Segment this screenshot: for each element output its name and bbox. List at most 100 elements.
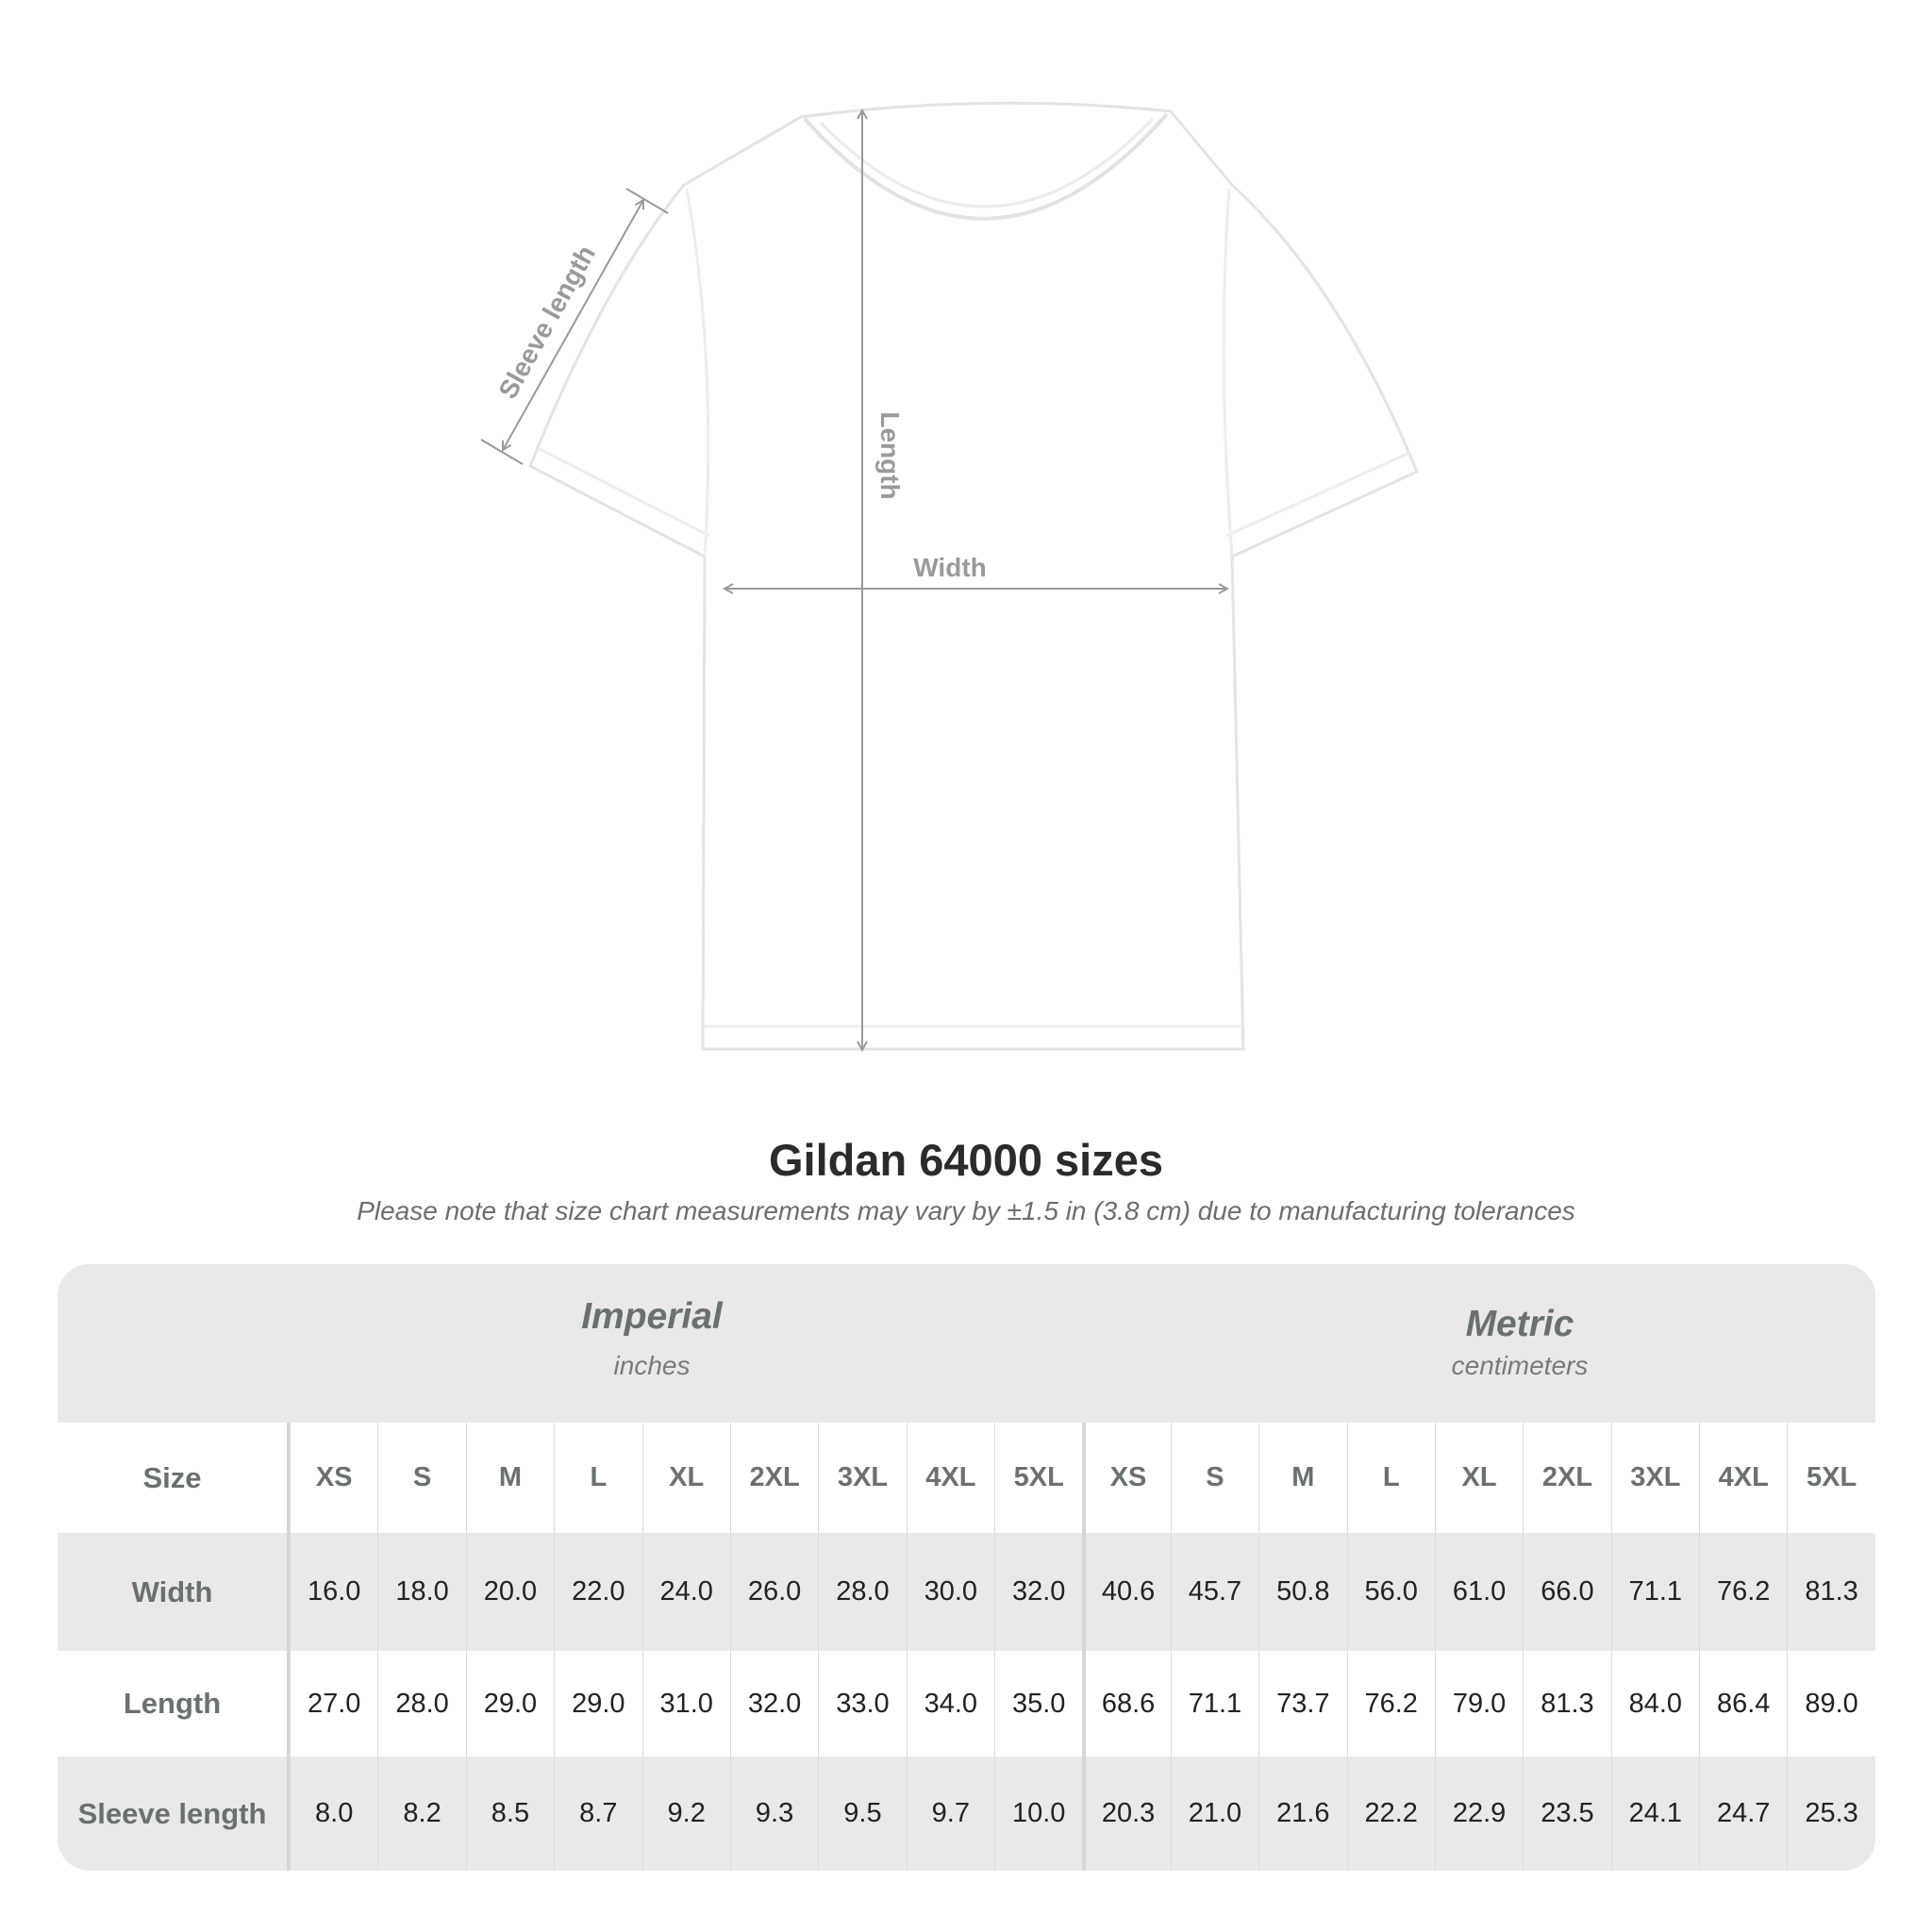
row-label: Length — [58, 1651, 290, 1757]
imperial-value: 32.0 — [994, 1533, 1082, 1651]
sleeve-seam-right — [1222, 188, 1234, 558]
metric-title: Metric — [1465, 1304, 1574, 1344]
metric-value: 81.3 — [1523, 1651, 1610, 1757]
imperial-size-xs: XS — [290, 1423, 377, 1533]
metric-header: Metric centimeters — [1359, 1304, 1680, 1381]
imperial-value: 28.0 — [377, 1651, 465, 1757]
metric-size-xs: XS — [1082, 1423, 1170, 1533]
metric-value: 84.0 — [1610, 1651, 1699, 1757]
sleeve-seam-left — [685, 188, 710, 558]
metric-value: 61.0 — [1434, 1533, 1523, 1651]
width-label: Width — [913, 553, 987, 582]
imperial-value: 29.0 — [465, 1651, 554, 1757]
imperial-value: 30.0 — [906, 1533, 994, 1651]
metric-value: 24.1 — [1610, 1757, 1699, 1871]
metric-size-xl: XL — [1434, 1423, 1523, 1533]
sleeve-arrow — [503, 200, 643, 450]
metric-value: 66.0 — [1523, 1533, 1610, 1651]
imperial-size-3xl: 3XL — [818, 1423, 906, 1533]
table-row: Width 16.0 18.0 20.0 22.0 24.0 26.0 28.0 30.0 32.… — [58, 1533, 1875, 1651]
imperial-value: 10.0 — [994, 1757, 1082, 1871]
imperial-value: 20.0 — [465, 1533, 554, 1651]
imperial-value: 16.0 — [290, 1533, 377, 1651]
imperial-size-2xl: 2XL — [729, 1423, 818, 1533]
metric-size-l: L — [1346, 1423, 1435, 1533]
metric-value: 22.9 — [1434, 1757, 1523, 1871]
imperial-value: 9.5 — [818, 1757, 906, 1871]
metric-value: 21.0 — [1170, 1757, 1258, 1871]
imperial-value: 9.3 — [729, 1757, 818, 1871]
metric-value: 68.6 — [1082, 1651, 1170, 1757]
imperial-value: 24.0 — [641, 1533, 730, 1651]
table-header: Imperial inches Metric centimeters — [58, 1264, 1875, 1423]
imperial-size-4xl: 4XL — [906, 1423, 994, 1533]
imperial-value: 26.0 — [729, 1533, 818, 1651]
size-label: Size — [58, 1423, 290, 1533]
metric-value: 76.2 — [1699, 1533, 1787, 1651]
metric-value: 45.7 — [1170, 1533, 1258, 1651]
metric-value: 23.5 — [1523, 1757, 1610, 1871]
page-title: Gildan 64000 sizes — [768, 1135, 1164, 1185]
imperial-value: 8.2 — [377, 1757, 465, 1871]
metric-value: 50.8 — [1258, 1533, 1346, 1651]
metric-size-m: M — [1258, 1423, 1346, 1533]
metric-value: 25.3 — [1787, 1757, 1874, 1871]
metric-value: 79.0 — [1434, 1651, 1523, 1757]
metric-value: 81.3 — [1787, 1533, 1874, 1651]
metric-size-5xl: 5XL — [1787, 1423, 1874, 1533]
metric-unit: centimeters — [1451, 1351, 1589, 1380]
size-table: Imperial inches Metric centimeters Size X… — [58, 1264, 1875, 1871]
imperial-value: 18.0 — [377, 1533, 465, 1651]
imperial-header: Imperial inches — [491, 1296, 812, 1381]
imperial-value: 9.2 — [641, 1757, 730, 1871]
tshirt-diagram: Width Length Sleeve length — [480, 101, 1419, 1094]
metric-value: 56.0 — [1346, 1533, 1435, 1651]
metric-value: 21.6 — [1258, 1757, 1346, 1871]
imperial-value: 33.0 — [818, 1651, 906, 1757]
metric-size-2xl: 2XL — [1523, 1423, 1610, 1533]
metric-value: 20.3 — [1082, 1757, 1170, 1871]
metric-value: 40.6 — [1082, 1533, 1170, 1651]
imperial-value: 8.5 — [465, 1757, 554, 1871]
imperial-value: 8.7 — [554, 1757, 641, 1871]
metric-value: 22.2 — [1346, 1757, 1435, 1871]
imperial-size-s: S — [377, 1423, 465, 1533]
metric-value: 89.0 — [1787, 1651, 1874, 1757]
imperial-unit: inches — [613, 1351, 691, 1380]
length-label: Length — [875, 411, 905, 499]
metric-value: 71.1 — [1610, 1533, 1699, 1651]
imperial-value: 32.0 — [729, 1651, 818, 1757]
imperial-value: 35.0 — [994, 1651, 1082, 1757]
size-header-row: Size XS S M L XL 2XL 3XL 4XL 5XL XS S M L XL 2XL 3XL 4XL 5… — [58, 1423, 1875, 1533]
imperial-value: 34.0 — [906, 1651, 994, 1757]
table-row: Sleeve length 8.0 8.2 8.5 8.7 9.2 9.3 9.5 9.7 10.… — [58, 1757, 1875, 1871]
table-row: Length 27.0 28.0 29.0 29.0 31.0 32.0 33.0 34.0 35… — [58, 1651, 1875, 1757]
sleeve-tick-top — [625, 188, 669, 214]
imperial-size-xl: XL — [641, 1423, 730, 1533]
imperial-value: 28.0 — [818, 1533, 906, 1651]
imperial-value: 8.0 — [290, 1757, 377, 1871]
imperial-size-m: M — [465, 1423, 554, 1533]
imperial-title: Imperial — [581, 1296, 723, 1337]
metric-size-4xl: 4XL — [1699, 1423, 1787, 1533]
row-label: Width — [58, 1533, 290, 1651]
sleeve-hem-right — [1225, 451, 1410, 538]
imperial-size-l: L — [554, 1423, 641, 1533]
tshirt-collar — [803, 112, 1169, 221]
metric-value: 76.2 — [1346, 1651, 1435, 1757]
metric-value: 71.1 — [1170, 1651, 1258, 1757]
row-label: Sleeve length — [58, 1757, 290, 1871]
imperial-size-5xl: 5XL — [994, 1423, 1082, 1533]
tolerance-note: Please note that size chart measurements… — [357, 1196, 1575, 1225]
metric-value: 24.7 — [1699, 1757, 1787, 1871]
metric-value: 73.7 — [1258, 1651, 1346, 1757]
sleeve-tick-bottom — [480, 439, 524, 465]
metric-value: 86.4 — [1699, 1651, 1787, 1757]
imperial-value: 31.0 — [641, 1651, 730, 1757]
sleeve-hem-left — [537, 446, 710, 538]
imperial-value: 9.7 — [906, 1757, 994, 1871]
imperial-value: 29.0 — [554, 1651, 641, 1757]
imperial-value: 27.0 — [290, 1651, 377, 1757]
metric-size-3xl: 3XL — [1610, 1423, 1699, 1533]
imperial-value: 22.0 — [554, 1533, 641, 1651]
